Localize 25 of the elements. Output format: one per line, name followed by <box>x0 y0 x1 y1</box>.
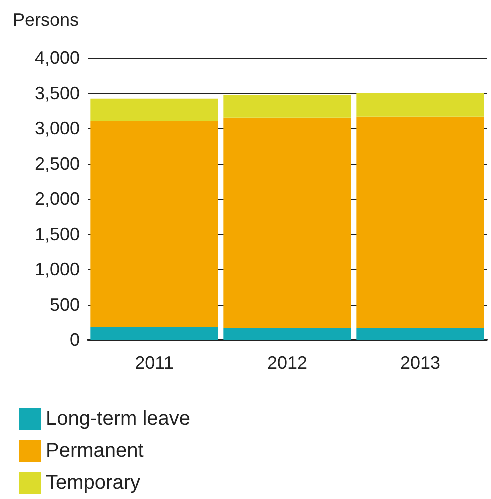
y-tick-label: 4,000 <box>34 48 80 68</box>
y-tick-label: 1,000 <box>34 260 80 280</box>
legend-label: Temporary <box>46 472 140 494</box>
y-tick-label: 1,500 <box>34 224 80 244</box>
bar <box>356 328 484 340</box>
bar <box>356 116 484 328</box>
bar <box>224 118 352 328</box>
y-axis-title: Persons <box>13 10 80 30</box>
x-tick-label: 2011 <box>135 353 174 373</box>
legend-label: Permanent <box>46 440 144 462</box>
y-tick-label: 500 <box>50 294 80 315</box>
y-tick-label: 3,500 <box>34 83 80 104</box>
x-tick-label: 2012 <box>267 353 308 373</box>
bar <box>356 93 484 117</box>
bar <box>90 121 218 328</box>
y-tick-label: 2,000 <box>34 189 80 209</box>
bar <box>224 328 352 340</box>
y-tick-label: 2,500 <box>34 154 80 174</box>
bar <box>224 95 352 118</box>
bar <box>90 98 218 122</box>
legend-label: Long-term leave <box>46 408 191 430</box>
x-tick-label: 2013 <box>400 353 441 373</box>
y-tick-label: 0 <box>70 330 80 350</box>
y-tick-label: 3,000 <box>34 118 80 138</box>
bar <box>90 327 218 340</box>
